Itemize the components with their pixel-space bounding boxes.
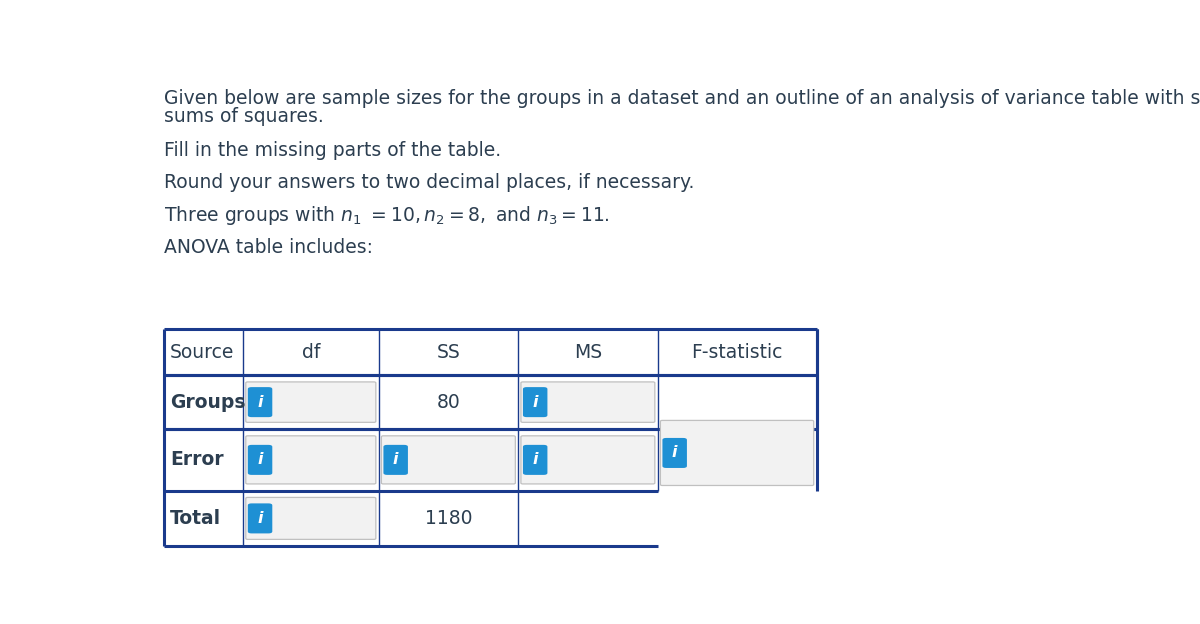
FancyBboxPatch shape (246, 497, 376, 539)
Text: F-statistic: F-statistic (691, 343, 782, 361)
Text: Round your answers to two decimal places, if necessary.: Round your answers to two decimal places… (164, 173, 695, 192)
Text: df: df (301, 343, 320, 361)
FancyBboxPatch shape (521, 436, 655, 484)
Text: i: i (257, 511, 263, 526)
Text: i: i (672, 446, 678, 461)
Text: i: i (392, 452, 398, 467)
FancyBboxPatch shape (523, 445, 547, 475)
Text: 1180: 1180 (425, 509, 472, 528)
FancyBboxPatch shape (246, 382, 376, 422)
Text: Error: Error (170, 451, 223, 469)
Text: 80: 80 (437, 392, 461, 412)
Text: i: i (533, 452, 538, 467)
Text: Groups: Groups (170, 392, 246, 412)
FancyBboxPatch shape (660, 421, 814, 485)
Text: MS: MS (574, 343, 602, 361)
Text: i: i (257, 394, 263, 409)
Text: Fill in the missing parts of the table.: Fill in the missing parts of the table. (164, 141, 502, 160)
FancyBboxPatch shape (382, 436, 515, 484)
FancyBboxPatch shape (246, 436, 376, 484)
FancyBboxPatch shape (248, 445, 272, 475)
Text: i: i (257, 452, 263, 467)
FancyBboxPatch shape (384, 445, 408, 475)
Text: Source: Source (170, 343, 234, 361)
Text: Three groups with $n_1 \ = 10, n_2 = 8,$ and $n_3 = 11.$: Three groups with $n_1 \ = 10, n_2 = 8,$… (164, 204, 610, 227)
Text: sums of squares.: sums of squares. (164, 107, 324, 126)
FancyBboxPatch shape (521, 382, 655, 422)
Text: Total: Total (170, 509, 221, 528)
FancyBboxPatch shape (248, 504, 272, 534)
Text: i: i (533, 394, 538, 409)
FancyBboxPatch shape (662, 438, 686, 468)
Text: SS: SS (437, 343, 461, 361)
Text: Given below are sample sizes for the groups in a dataset and an outline of an an: Given below are sample sizes for the gro… (164, 89, 1200, 108)
FancyBboxPatch shape (248, 387, 272, 417)
Text: ANOVA table includes:: ANOVA table includes: (164, 238, 373, 257)
FancyBboxPatch shape (523, 387, 547, 417)
